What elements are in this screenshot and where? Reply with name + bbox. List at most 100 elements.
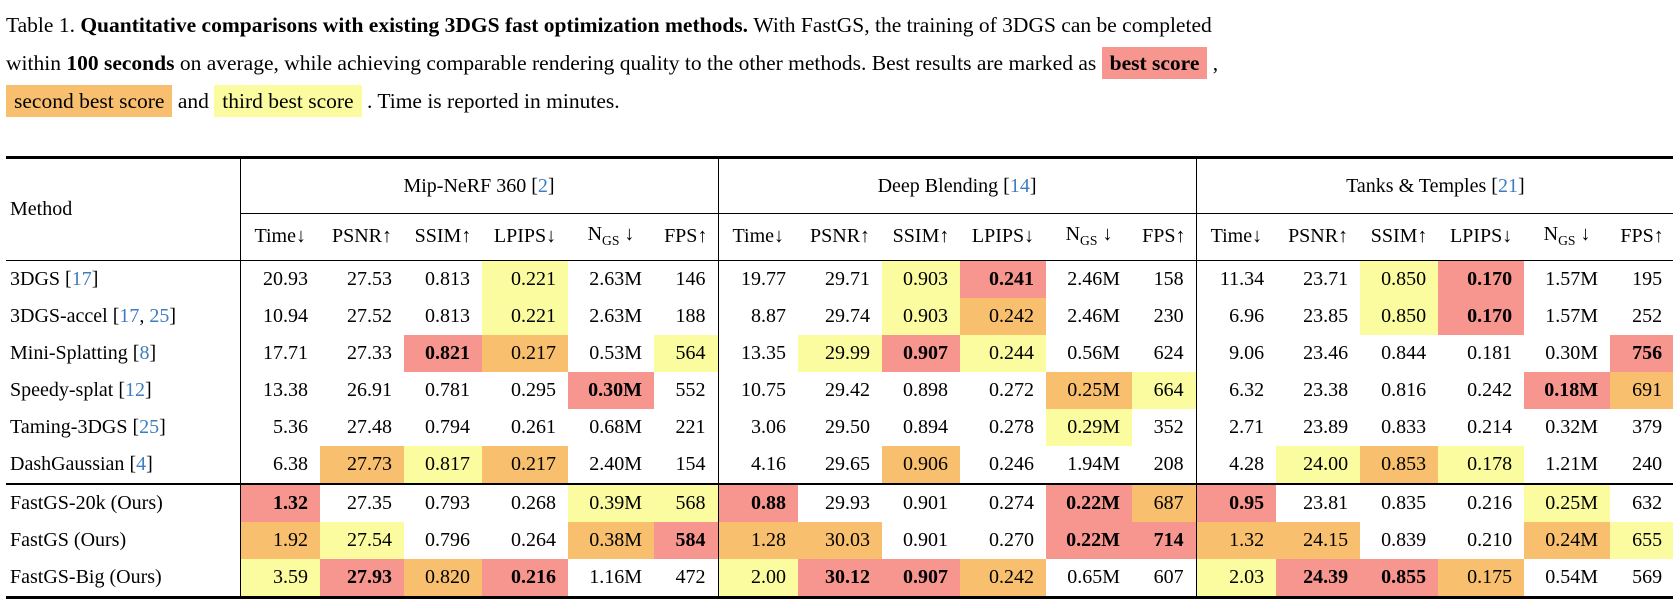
caption-line-1: Table 1. Quantitative comparisons with e… (6, 6, 1666, 44)
table-row: 3DGS-accel [17, 25] 10.94 27.52 0.813 0.221 2… (6, 298, 1673, 335)
value-cell: 0.901 (903, 529, 949, 551)
value-cell: 0.30M (568, 372, 654, 409)
citation-link[interactable]: 21 (1497, 174, 1518, 197)
value-cell: 29.71 (825, 268, 871, 290)
value-cell: 0.833 (1381, 416, 1427, 438)
citation-link[interactable]: 2 (537, 174, 548, 197)
value-cell: 0.839 (1381, 529, 1427, 551)
value-cell: 0.242 (960, 559, 1047, 598)
table-header: Method Mip-NeRF 360 [2] Deep Blending [14]… (6, 157, 1673, 261)
value-cell: 0.906 (882, 446, 961, 484)
metric-column-header: FPS↑ (654, 213, 719, 261)
method-cell: Speedy-splat [12] (10, 379, 152, 401)
value-cell: 0.25M (1046, 372, 1133, 409)
value-cell: 23.85 (1303, 305, 1349, 327)
method-cell: FastGS-Big (Ours) (10, 566, 162, 588)
value-cell: 0.216 (482, 559, 568, 598)
value-cell: 0.244 (960, 335, 1047, 372)
value-cell: 29.74 (825, 305, 871, 327)
value-cell: 10.75 (717, 372, 799, 409)
caption-text-a: With FastGS, the training of 3DGS can be… (753, 13, 1212, 37)
metric-column-header: FPS↑ (1610, 213, 1673, 261)
value-cell: 0.242 (960, 298, 1047, 335)
value-cell: 0.855 (1360, 559, 1439, 598)
value-cell: 1.28 (717, 522, 799, 559)
value-cell: 552 (675, 379, 706, 401)
citation-link[interactable]: 25 (149, 305, 170, 327)
value-cell: 29.50 (825, 416, 871, 438)
value-cell: 0.853 (1360, 446, 1439, 484)
citation-link[interactable]: 4 (136, 453, 147, 475)
value-cell: 27.53 (347, 268, 392, 290)
value-cell: 0.278 (989, 416, 1035, 438)
value-cell: 691 (1610, 372, 1673, 409)
value-cell: 569 (1632, 566, 1663, 588)
method-cell: FastGS (Ours) (10, 529, 127, 551)
value-cell: 3.59 (239, 559, 320, 598)
value-cell: 0.39M (568, 483, 654, 522)
value-cell: 0.56M (1067, 342, 1121, 364)
value-cell: 6.32 (1195, 372, 1277, 409)
value-cell: 379 (1632, 416, 1663, 438)
value-cell: 0.30M (1545, 342, 1599, 364)
value-cell: 0.274 (960, 483, 1047, 522)
metric-column-header: PSNR↑ (320, 213, 404, 261)
metric-column-header: SSIM↑ (1360, 213, 1439, 261)
value-cell: 0.813 (425, 305, 470, 327)
value-cell: 0.214 (1467, 416, 1513, 438)
table-body: 3DGS [17] 20.93 27.53 0.813 0.221 2.63M 146 19.… (6, 260, 1673, 598)
citation-link[interactable]: 12 (124, 379, 145, 401)
metric-column-header: NGS ↓ (1524, 213, 1611, 261)
value-cell: 23.38 (1303, 379, 1349, 401)
metric-column-header: Time↓ (239, 213, 320, 261)
value-cell: 29.99 (798, 335, 883, 372)
metric-column-header: LPIPS↓ (1438, 213, 1525, 261)
value-cell: 607 (1153, 566, 1184, 588)
value-cell: 352 (1153, 416, 1184, 438)
caption-line-3: second best score and third best score .… (6, 82, 1666, 120)
value-cell: 0.898 (903, 379, 949, 401)
value-cell: 0.38M (568, 522, 654, 559)
value-cell: 188 (675, 305, 706, 327)
value-cell: 0.850 (1360, 298, 1439, 335)
value-cell: 756 (1610, 335, 1673, 372)
citation-link[interactable]: 17 (71, 268, 92, 290)
value-cell: 687 (1132, 483, 1197, 522)
value-cell: 0.65M (1067, 566, 1121, 588)
value-cell: 0.796 (425, 529, 470, 551)
value-cell: 17.71 (239, 335, 320, 372)
value-cell: 4.28 (1195, 446, 1277, 484)
value-cell: 0.32M (1545, 416, 1599, 438)
value-cell: 0.813 (425, 268, 470, 290)
citation-link[interactable]: 14 (1009, 174, 1030, 197)
value-cell: 23.46 (1303, 342, 1349, 364)
value-cell: 0.181 (1467, 342, 1513, 364)
citation-link[interactable]: 17 (119, 305, 140, 327)
value-cell: 0.170 (1438, 260, 1525, 298)
value-cell: 0.217 (482, 335, 568, 372)
value-cell: 0.295 (511, 379, 556, 401)
value-cell: 195 (1632, 268, 1663, 290)
metric-column-header: SSIM↑ (882, 213, 961, 261)
value-cell: 0.29M (1046, 409, 1133, 446)
citation-link[interactable]: 8 (139, 342, 150, 364)
method-cell: 3DGS-accel [17, 25] (10, 305, 177, 327)
value-cell: 2.03 (1195, 559, 1277, 598)
value-cell: 30.12 (798, 559, 883, 598)
citation-link[interactable]: 25 (139, 416, 160, 438)
value-cell: 27.52 (347, 305, 392, 327)
value-cell: 0.816 (1381, 379, 1427, 401)
group-header-row: Method Mip-NeRF 360 [2] Deep Blending [14]… (6, 157, 1673, 261)
value-cell: 27.35 (320, 483, 404, 522)
table-row: Speedy-splat [12] 13.38 26.91 0.781 0.295 0.3… (6, 372, 1673, 409)
value-cell: 0.264 (511, 529, 556, 551)
caption-label: Table 1. (6, 13, 81, 37)
value-cell: 240 (1632, 453, 1663, 475)
value-cell: 0.907 (882, 559, 961, 598)
dataset-group-header: Tanks & Temples [21] (1195, 157, 1673, 214)
second-best-score-swatch: second best score (6, 85, 173, 117)
table-caption: Table 1. Quantitative comparisons with e… (6, 6, 1666, 120)
third-best-score-swatch: third best score (214, 85, 362, 117)
value-cell: 23.71 (1303, 268, 1349, 290)
value-cell: 2.46M (1067, 305, 1121, 327)
